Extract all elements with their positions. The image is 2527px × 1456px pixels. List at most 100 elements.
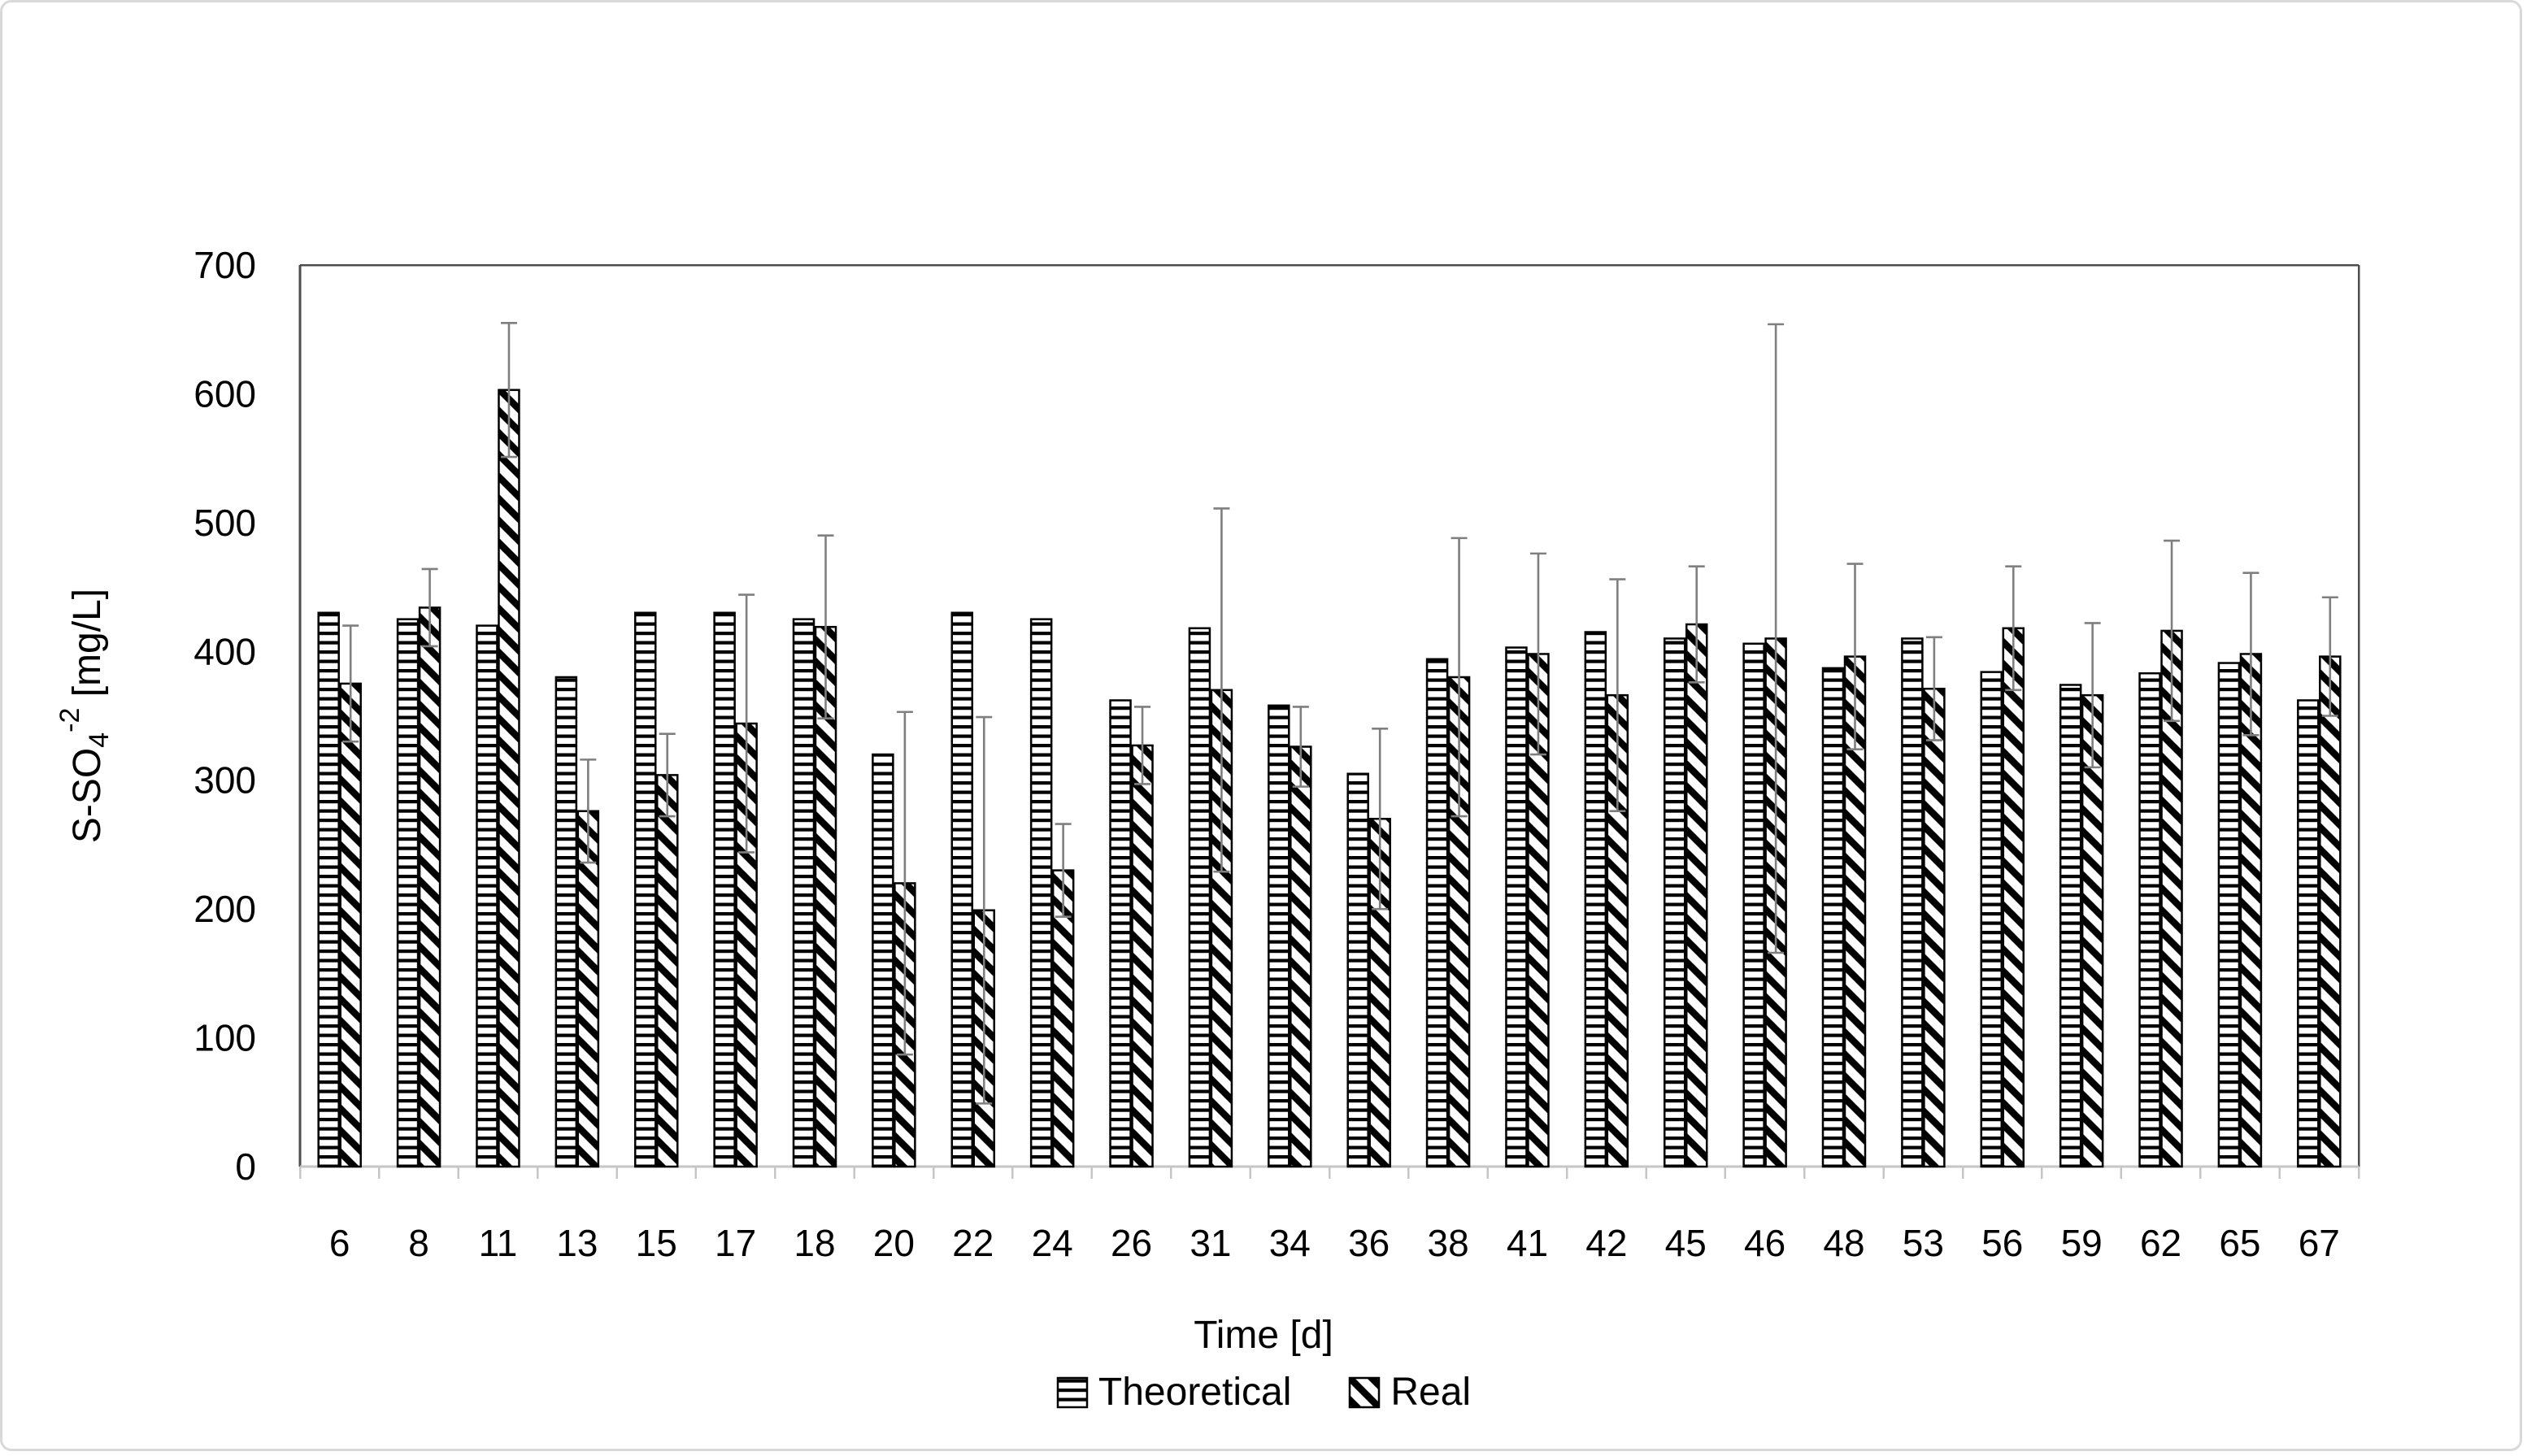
bar-theoretical-46 [1742,642,1765,1168]
x-tick-34: 34 [1269,1222,1311,1264]
bars-group [317,389,2342,1168]
legend-label-theoretical: Theoretical [1098,1371,1292,1414]
error-bar-67 [2321,596,2338,717]
bar-theoretical-34 [1268,704,1290,1168]
legend-item-real: Real [1348,1370,1471,1415]
error-bar-41 [1529,552,1546,756]
bar-real-67 [2319,655,2342,1168]
error-bars-group [342,321,2338,1105]
bar-theoretical-8 [396,618,420,1168]
bar-real-53 [1923,687,1946,1168]
error-bar-45 [1688,565,1705,684]
error-bar-56 [2005,565,2022,692]
bar-theoretical-42 [1584,631,1607,1168]
error-bar-6 [342,624,359,743]
x-tick-42: 42 [1585,1222,1627,1264]
error-bar-22 [976,715,993,1105]
x-tick-53: 53 [1903,1222,1944,1264]
bar-theoretical-24 [1029,618,1053,1168]
error-bar-18 [817,534,834,719]
error-bar-24 [1055,823,1072,918]
y-tick-600: 600 [194,372,256,415]
x-tick-8: 8 [408,1222,429,1264]
x-tick-22: 22 [952,1222,994,1264]
y-tick-100: 100 [194,1017,256,1059]
x-tick-15: 15 [636,1222,677,1264]
x-tick-18: 18 [794,1222,835,1264]
x-tick-20: 20 [873,1222,915,1264]
bar-theoretical-26 [1109,699,1132,1168]
x-tick-46: 46 [1744,1222,1785,1264]
y-tick-700: 700 [194,244,256,286]
x-tick-56: 56 [1981,1222,2023,1264]
y-tick-500: 500 [194,502,256,544]
bar-theoretical-36 [1346,772,1369,1168]
error-bar-13 [580,758,597,864]
x-tick-65: 65 [2219,1222,2260,1264]
bar-theoretical-41 [1505,646,1528,1168]
legend-label-real: Real [1390,1371,1472,1414]
bar-theoretical-65 [2217,662,2241,1168]
axes [298,263,2360,1179]
x-tick-31: 31 [1190,1222,1231,1264]
bar-theoretical-38 [1425,658,1449,1168]
bar-real-45 [1685,623,1708,1168]
error-bar-53 [1925,636,1942,741]
bar-theoretical-53 [1901,637,1924,1168]
error-bar-11 [500,321,517,459]
x-tick-45: 45 [1665,1222,1707,1264]
error-bar-38 [1451,537,1468,818]
bar-theoretical-67 [2297,699,2320,1168]
bar-real-56 [2002,627,2025,1168]
bar-theoretical-59 [2059,684,2082,1168]
x-tick-13: 13 [556,1222,598,1264]
bar-theoretical-6 [317,611,340,1168]
real-swatch-icon [1349,1376,1381,1408]
error-bar-15 [659,732,676,818]
y-tick-300: 300 [194,759,256,802]
legend-item-theoretical: Theoretical [1056,1370,1291,1415]
x-tick-36: 36 [1348,1222,1390,1264]
bar-theoretical-31 [1188,627,1211,1168]
y-tick-200: 200 [194,888,256,930]
x-tick-17: 17 [715,1222,756,1264]
theoretical-swatch-icon [1056,1376,1089,1408]
error-bar-36 [1372,728,1389,911]
bar-theoretical-20 [872,753,894,1168]
x-tick-48: 48 [1823,1222,1864,1264]
x-axis-title: Time [d] [1194,1314,1333,1357]
bar-theoretical-22 [950,611,974,1168]
legend: Theoretical Real [2,1370,2520,1415]
error-bar-48 [1846,563,1864,750]
error-bar-46 [1768,323,1785,954]
x-tick-38: 38 [1427,1222,1468,1264]
error-bar-65 [2242,572,2260,737]
bar-real-26 [1131,744,1154,1168]
bar-real-38 [1447,676,1471,1168]
error-bar-62 [2164,539,2181,723]
error-bar-8 [421,567,438,648]
error-bar-17 [738,593,755,854]
y-tick-400: 400 [194,630,256,672]
bar-theoretical-15 [633,611,657,1168]
x-tick-41: 41 [1507,1222,1548,1264]
error-bar-59 [2084,622,2101,769]
y-tick-0: 0 [235,1145,256,1188]
bar-real-11 [498,389,520,1168]
bar-real-59 [2081,693,2104,1168]
error-bar-26 [1134,706,1151,785]
x-tick-59: 59 [2061,1222,2103,1264]
bar-theoretical-11 [476,624,498,1168]
bar-theoretical-48 [1821,667,1845,1168]
bar-theoretical-45 [1663,637,1686,1168]
x-tick-26: 26 [1111,1222,1152,1264]
bar-real-8 [418,606,441,1168]
bar-real-13 [576,810,600,1168]
error-bar-31 [1213,507,1230,873]
error-bar-20 [896,711,913,1056]
bar-theoretical-17 [713,611,736,1168]
bar-real-15 [655,774,679,1168]
axis-labels-group: 0 100 200 300 400 500 600 700 6 8 11 13 15 17 18 20 22 24… [54,244,2340,1264]
bar-theoretical-56 [1980,671,2003,1168]
